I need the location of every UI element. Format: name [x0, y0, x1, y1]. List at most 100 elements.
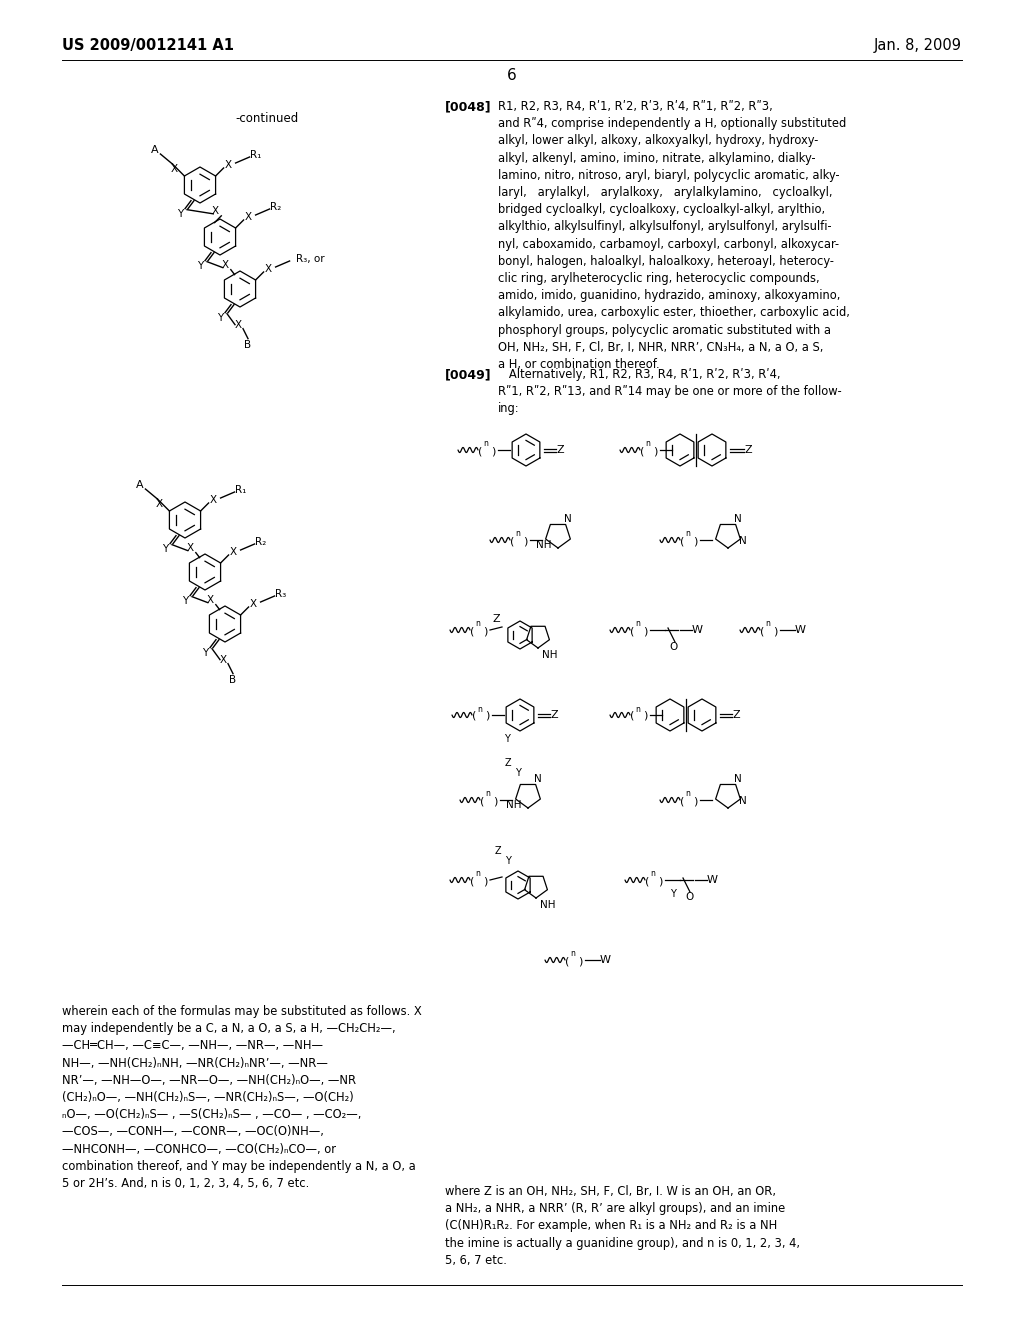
Text: NH: NH	[537, 540, 552, 550]
Text: [0049]: [0049]	[445, 368, 492, 381]
Text: n: n	[635, 619, 640, 628]
Text: n: n	[765, 619, 770, 628]
Text: n: n	[485, 789, 489, 799]
Text: X: X	[225, 160, 232, 170]
Text: (: (	[640, 446, 644, 455]
Text: X: X	[250, 599, 257, 609]
Text: ): )	[658, 876, 663, 886]
Text: NH: NH	[541, 900, 556, 909]
Text: Z: Z	[495, 846, 502, 855]
Text: n: n	[475, 870, 480, 879]
Text: n: n	[685, 789, 690, 799]
Text: N: N	[739, 796, 746, 807]
Text: Y: Y	[177, 209, 183, 219]
Text: [0048]: [0048]	[445, 100, 492, 114]
Text: (: (	[565, 956, 569, 966]
Text: Z: Z	[556, 445, 564, 455]
Text: Y: Y	[515, 768, 521, 777]
Text: n: n	[475, 619, 480, 628]
Text: N: N	[734, 513, 741, 524]
Text: ): )	[693, 536, 697, 546]
Text: N: N	[739, 536, 746, 546]
Text: Z: Z	[550, 710, 558, 719]
Text: X: X	[210, 495, 217, 506]
Text: -continued: -continued	[234, 112, 298, 125]
Text: NH: NH	[543, 649, 558, 660]
Text: W: W	[707, 875, 718, 884]
Text: (: (	[630, 626, 635, 636]
Text: ): )	[485, 711, 489, 721]
Text: R1, R2, R3, R4, Rʹ1, Rʹ2, Rʹ3, Rʹ4, Rʺ1, Rʺ2, Rʺ3,
and Rʺ4, comprise independent: R1, R2, R3, R4, Rʹ1, Rʹ2, Rʹ3, Rʹ4, Rʺ1,…	[498, 100, 850, 371]
Text: ): )	[693, 796, 697, 807]
Text: n: n	[645, 440, 650, 449]
Text: X: X	[171, 164, 178, 174]
Text: B: B	[229, 675, 237, 685]
Text: A: A	[135, 480, 143, 490]
Text: X: X	[206, 594, 213, 605]
Text: n: n	[515, 529, 520, 539]
Text: (: (	[680, 796, 684, 807]
Text: n: n	[483, 440, 487, 449]
Text: (: (	[472, 711, 476, 721]
Text: (: (	[645, 876, 649, 886]
Text: Y: Y	[197, 260, 203, 271]
Text: X: X	[219, 655, 226, 665]
Text: n: n	[650, 870, 655, 879]
Text: ): )	[493, 796, 498, 807]
Text: R₃: R₃	[275, 589, 287, 599]
Text: (: (	[680, 536, 684, 546]
Text: Y: Y	[217, 313, 223, 322]
Text: Y: Y	[162, 544, 168, 553]
Text: n: n	[685, 529, 690, 539]
Text: X: X	[221, 260, 228, 269]
Text: R₁: R₁	[234, 484, 247, 495]
Text: (: (	[470, 876, 474, 886]
Text: (: (	[760, 626, 764, 636]
Text: R₁: R₁	[250, 150, 261, 160]
Text: Alternatively, R1, R2, R3, R4, Rʹ1, Rʹ2, Rʹ3, Rʹ4,
Rʺ1, Rʺ2, Rʺ13, and Rʺ14 may : Alternatively, R1, R2, R3, R4, Rʹ1, Rʹ2,…	[498, 368, 842, 416]
Text: R₃, or: R₃, or	[296, 253, 325, 264]
Text: n: n	[635, 705, 640, 714]
Text: ): )	[490, 446, 496, 455]
Text: NH: NH	[506, 800, 522, 810]
Text: ): )	[483, 626, 487, 636]
Text: R₂: R₂	[270, 202, 282, 213]
Text: X: X	[234, 319, 242, 330]
Text: O: O	[670, 642, 678, 652]
Text: ): )	[523, 536, 527, 546]
Text: Z: Z	[493, 614, 500, 624]
Text: (: (	[470, 626, 474, 636]
Text: W: W	[795, 624, 806, 635]
Text: ): )	[643, 626, 647, 636]
Text: ): )	[483, 876, 487, 886]
Text: Z: Z	[744, 445, 752, 455]
Text: Z: Z	[732, 710, 739, 719]
Text: X: X	[265, 264, 272, 275]
Text: wherein each of the formulas may be substituted as follows. X
may independently : wherein each of the formulas may be subs…	[62, 1005, 422, 1191]
Text: ): )	[773, 626, 777, 636]
Text: (: (	[480, 796, 484, 807]
Text: ): )	[653, 446, 657, 455]
Text: where Z is an OH, NH₂, SH, F, Cl, Br, I. W is an OH, an OR,
a NH₂, a NHR, a NRR’: where Z is an OH, NH₂, SH, F, Cl, Br, I.…	[445, 1185, 800, 1267]
Text: O: O	[685, 892, 693, 902]
Text: X: X	[245, 213, 252, 222]
Text: ): )	[643, 711, 647, 721]
Text: Y: Y	[202, 648, 208, 657]
Text: N: N	[734, 774, 741, 784]
Text: (: (	[630, 711, 635, 721]
Text: (: (	[510, 536, 514, 546]
Text: R₂: R₂	[255, 537, 266, 546]
Text: Z: Z	[505, 758, 511, 768]
Text: Y: Y	[182, 595, 188, 606]
Text: Jan. 8, 2009: Jan. 8, 2009	[874, 38, 962, 53]
Text: ): )	[578, 956, 583, 966]
Text: Y: Y	[505, 855, 511, 866]
Text: n: n	[477, 705, 482, 714]
Text: X: X	[156, 499, 163, 510]
Text: N: N	[564, 513, 571, 524]
Text: X: X	[186, 543, 194, 553]
Text: A: A	[151, 145, 159, 154]
Text: B: B	[245, 339, 252, 350]
Text: X: X	[212, 206, 219, 216]
Text: Y: Y	[670, 888, 676, 899]
